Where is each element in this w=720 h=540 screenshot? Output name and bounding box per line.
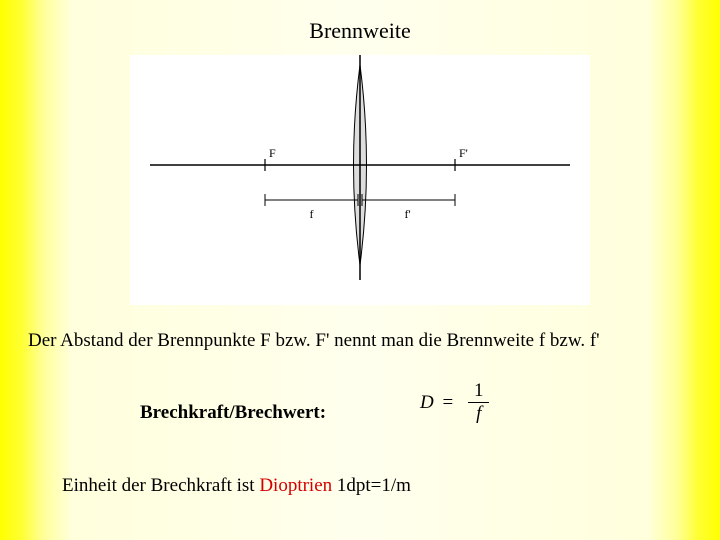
unit-suffix: 1dpt=1/m xyxy=(332,475,411,496)
formula-numerator: 1 xyxy=(468,380,490,402)
lens-diagram-svg: F F' f f' xyxy=(130,55,590,305)
formula: D = 1 f xyxy=(420,380,489,425)
svg-text:f: f xyxy=(310,207,314,221)
formula-lhs: D xyxy=(420,392,434,414)
lens-diagram: F F' f f' xyxy=(130,55,590,305)
brechkraft-label: Brechkraft/Brechwert: xyxy=(140,402,326,424)
formula-fraction: 1 f xyxy=(468,380,490,425)
brechkraft-row: Brechkraft/Brechwert: D = 1 f xyxy=(0,380,720,450)
svg-text:f': f' xyxy=(405,207,411,221)
svg-text:F': F' xyxy=(459,146,468,160)
formula-eq: = xyxy=(442,392,453,414)
formula-denominator: f xyxy=(468,403,490,425)
unit-line: Einheit der Brechkraft ist Dioptrien 1dp… xyxy=(62,475,411,497)
svg-text:F: F xyxy=(269,146,276,160)
unit-prefix: Einheit der Brechkraft ist xyxy=(62,475,259,496)
page-title: Brennweite xyxy=(0,18,720,44)
definition-text: Der Abstand der Brennpunkte F bzw. F' ne… xyxy=(28,330,600,352)
dioptrien-word: Dioptrien xyxy=(259,475,332,496)
